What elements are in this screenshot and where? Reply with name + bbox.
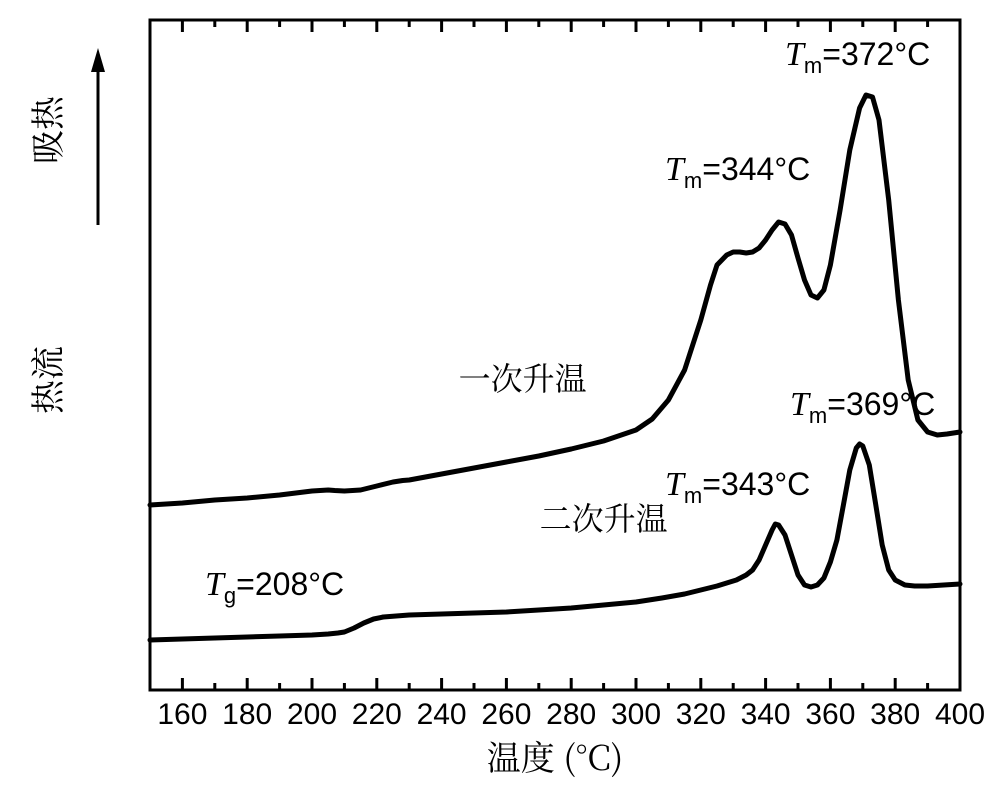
peak-label-second-1: Tm=369°C xyxy=(790,386,935,428)
x-tick-label: 380 xyxy=(870,698,920,731)
dsc-chart: 160 180 200 220 240 260 280 300 320 340 360 380 400 温… xyxy=(0,0,1000,795)
peak-label-first-1: Tm=372°C xyxy=(785,36,930,78)
x-tick-label: 160 xyxy=(157,698,207,731)
x-axis-title: 温度 (°C) xyxy=(487,731,624,780)
x-tick-label: 400 xyxy=(935,698,985,731)
x-tick-label: 360 xyxy=(805,698,855,731)
peak-label-second-0: Tm=343°C xyxy=(665,466,810,508)
chart-svg: 160 180 200 220 240 260 280 300 320 340 360 380 400 温… xyxy=(0,0,1000,795)
x-tick-label: 340 xyxy=(741,698,791,731)
curve-second-heating xyxy=(150,444,960,640)
x-tick-label: 240 xyxy=(417,698,467,731)
tg-label: Tg=208°C xyxy=(205,566,344,608)
y-axis-endo-label: 吸热 xyxy=(21,95,70,164)
label-second-heating: 二次升温 xyxy=(540,494,668,540)
x-tick-label: 200 xyxy=(287,698,337,731)
x-tick-label: 320 xyxy=(676,698,726,731)
endo-arrow-icon xyxy=(91,48,105,72)
y-axis-heat-flow-label: 热流 xyxy=(21,346,70,414)
x-tick-label: 180 xyxy=(222,698,272,731)
x-tick-label: 260 xyxy=(481,698,531,731)
x-tick-label: 220 xyxy=(352,698,402,731)
x-tick-label: 280 xyxy=(546,698,596,731)
peak-label-first-0: Tm=344°C xyxy=(665,151,810,193)
label-first-heating: 一次升温 xyxy=(459,354,587,400)
x-tick-label: 300 xyxy=(611,698,661,731)
curve-first-heating xyxy=(150,95,960,505)
